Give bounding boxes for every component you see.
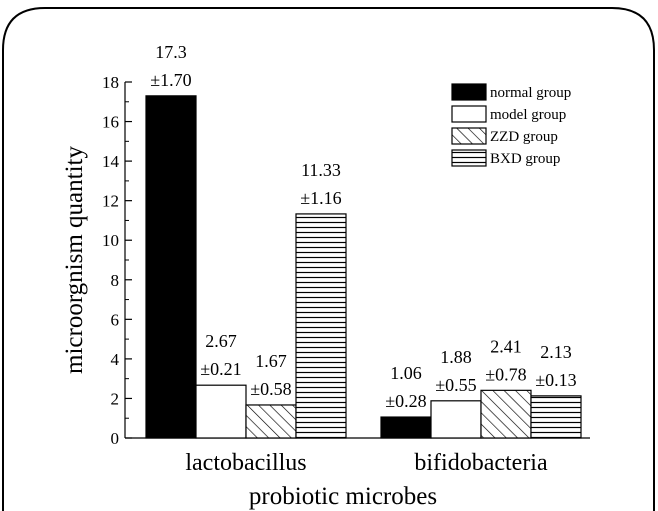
bar-normal-group-bifidobacteria — [380, 416, 432, 439]
legend-label: normal group — [490, 85, 571, 101]
y-tick-label: 18 — [102, 73, 119, 92]
legend-label: BXD group — [490, 151, 560, 167]
y-axis-label: microorgnism quantity — [61, 146, 88, 374]
bar-error-label: ±0.78 — [485, 364, 526, 384]
outer-frame — [2, 7, 655, 511]
legend-swatch — [451, 127, 487, 145]
bar-value-label: 11.33 — [301, 160, 341, 180]
y-tick-label: 0 — [111, 429, 120, 448]
bar-value-label: 17.3 — [155, 42, 187, 62]
bar-value-label: 2.67 — [205, 331, 237, 351]
bars-group — [145, 95, 582, 439]
bar-error-label: ±0.58 — [250, 379, 291, 399]
y-tick-label: 2 — [111, 389, 120, 408]
bar-error-label: ±0.55 — [435, 375, 476, 395]
x-axis-label: probiotic microbes — [249, 483, 437, 510]
bar-error-label: ±0.28 — [385, 391, 426, 411]
bar-model-group-lactobacillus — [195, 384, 247, 439]
x-category-label: bifidobacteria — [414, 450, 548, 476]
x-category-labels: lactobacillus bifidobacteria — [185, 450, 548, 476]
legend: normal group model group ZZD group BXD grou… — [451, 83, 571, 167]
bar-normal-group-lactobacillus — [145, 95, 197, 439]
y-tick-label: 14 — [102, 152, 120, 171]
legend-swatch — [451, 83, 487, 101]
bar-value-label: 1.67 — [255, 351, 287, 371]
bar-value-label: 1.88 — [440, 347, 472, 367]
legend-swatch — [451, 149, 487, 167]
legend-label: ZZD group — [490, 129, 558, 145]
bar-labels-group: 17.3 ±1.70 2.67 ±0.21 1.67 ±0.58 11.33 ±1.16 1.0… — [150, 42, 576, 411]
bar-bxd-group-bifidobacteria — [530, 395, 582, 439]
bar-value-label: 1.06 — [390, 363, 422, 383]
bar-error-label: ±1.70 — [150, 70, 191, 90]
y-axis-ticks: 0 2 4 6 8 10 12 14 16 18 — [102, 73, 132, 448]
bar-error-label: ±0.13 — [535, 370, 576, 390]
bar-zzd-group-lactobacillus — [245, 404, 297, 439]
legend-swatch — [451, 105, 487, 123]
legend-label: model group — [490, 107, 566, 123]
bar-bxd-group-lactobacillus — [295, 213, 347, 439]
bar-model-group-bifidobacteria — [430, 400, 482, 439]
y-tick-label: 16 — [102, 113, 119, 132]
y-tick-label: 4 — [111, 350, 120, 369]
y-tick-label: 12 — [102, 192, 119, 211]
bar-error-label: ±1.16 — [300, 188, 341, 208]
bar-error-label: ±0.21 — [200, 359, 241, 379]
y-tick-label: 6 — [111, 310, 120, 329]
x-category-label: lactobacillus — [185, 450, 306, 476]
bar-value-label: 2.13 — [540, 342, 572, 362]
y-tick-label: 10 — [102, 231, 119, 250]
y-tick-label: 8 — [111, 271, 120, 290]
bar-value-label: 2.41 — [490, 336, 522, 356]
bar-zzd-group-bifidobacteria — [480, 389, 532, 439]
